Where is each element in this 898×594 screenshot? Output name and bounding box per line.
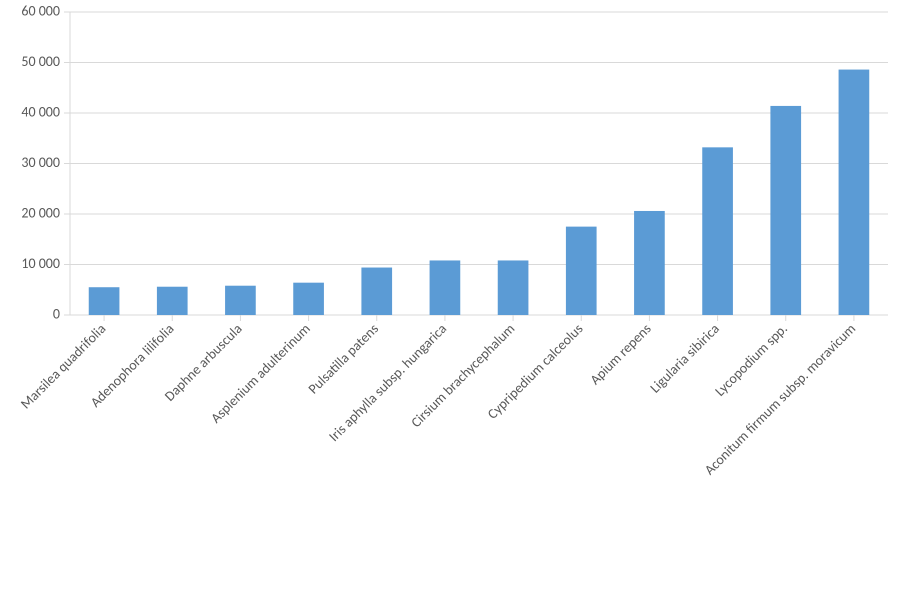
bar-chart: 0 10 000 20 000 30 000 40 000 50 000 60 000 Ma… [0,0,898,589]
x-category-label: Aconitum firmum subsp. moravicum [701,320,859,478]
bar [566,227,597,315]
bar [157,287,188,315]
x-category-label: Iris aphylla subsp. hungarica [325,320,450,445]
y-tick-label: 30 000 [21,154,60,171]
y-tick-label: 0 [53,305,60,322]
bar [293,283,324,315]
y-tick-label: 40 000 [21,103,60,120]
bar [634,211,665,315]
bar [839,70,870,315]
y-axis-labels: 0 10 000 20 000 30 000 40 000 50 000 60 000 [21,2,60,322]
bar [89,287,120,315]
x-category-label: Ligularia sibirica [647,320,723,396]
bar [498,260,529,315]
chart-svg: 0 10 000 20 000 30 000 40 000 50 000 60 000 Ma… [0,0,898,589]
y-tick-label: 20 000 [21,204,60,221]
bar [770,106,801,315]
y-tick-label: 50 000 [21,53,60,70]
bar [225,286,256,315]
bar [361,268,392,315]
gridlines [70,12,888,315]
y-tick-label: 10 000 [21,255,60,272]
bars [89,70,870,315]
x-axis-labels: Marsilea quadrifoliaAdenophora lilifolia… [17,320,859,478]
bar [430,260,461,315]
x-category-label: Apium repens [587,320,655,388]
y-tick-label: 60 000 [21,2,60,19]
x-category-label: Pulsatilla patens [305,320,382,397]
bar [702,147,733,315]
